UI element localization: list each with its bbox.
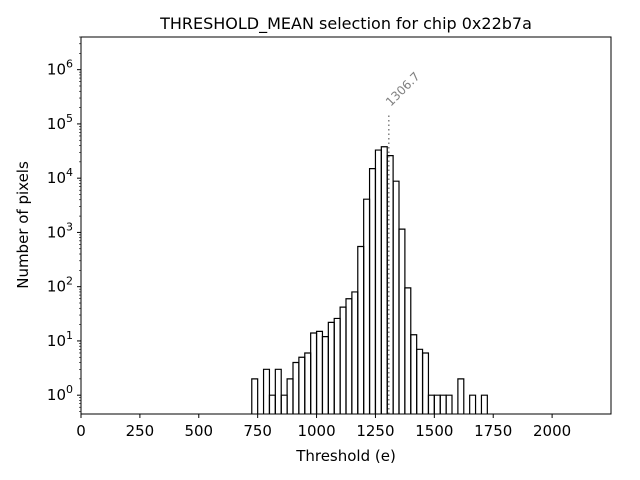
y-tick-label: 101 [47, 329, 73, 350]
histogram-bar [251, 378, 259, 414]
histogram-bar [410, 334, 418, 414]
x-tick-label: 1500 [415, 422, 453, 440]
histogram-bar [268, 394, 276, 414]
histogram-bar [286, 378, 294, 414]
y-axis-label: Number of pixels [14, 161, 32, 289]
histogram-bar [292, 361, 300, 414]
histogram-bar [445, 394, 453, 414]
x-tick-label: 500 [184, 422, 213, 440]
histogram-bar [339, 306, 347, 414]
histogram-bar [363, 198, 371, 414]
histogram-bar [368, 168, 377, 414]
histogram-bar [398, 228, 406, 414]
chart-title: THRESHOLD_MEAN selection for chip 0x22b7… [159, 14, 532, 34]
plot-area: 1306.7 0 250 500 750 1000 1250 1500 1750 2000 100 1… [47, 36, 612, 440]
histogram-bar [321, 336, 329, 414]
histogram-bar [310, 332, 318, 414]
x-tick-label: 250 [126, 422, 155, 440]
histogram-bar [427, 394, 435, 414]
x-axis-label: Threshold (e) [295, 447, 396, 465]
y-tick-label: 102 [47, 275, 73, 296]
histogram-bar [433, 394, 441, 414]
y-tick-label: 103 [47, 220, 73, 241]
histogram-bar [439, 394, 447, 414]
histogram-bar [262, 368, 271, 414]
histogram-bar [357, 245, 365, 414]
histogram-bar [351, 291, 359, 414]
histogram-bar [315, 330, 324, 414]
histogram-bar [457, 378, 465, 414]
histogram-bar [374, 149, 382, 414]
histogram-bar [274, 368, 282, 414]
histogram-bar [480, 394, 488, 414]
histogram-bar [469, 394, 477, 414]
y-tick-label: 106 [47, 58, 73, 79]
x-tick-label: 0 [76, 422, 86, 440]
histogram-bar [298, 356, 306, 414]
histogram-bar [280, 394, 288, 414]
histogram-bar [386, 155, 394, 414]
x-tick-label: 750 [243, 422, 272, 440]
histogram-bar [327, 321, 335, 414]
x-tick-label: 1750 [474, 422, 512, 440]
histogram-bar [421, 352, 430, 414]
x-tick-label: 1250 [356, 422, 394, 440]
histogram-bar [333, 317, 341, 414]
y-tick-label: 100 [47, 383, 73, 404]
histogram-bar [304, 352, 312, 414]
histogram-bar [416, 348, 424, 414]
x-tick-label: 1000 [297, 422, 335, 440]
histogram-bar [404, 287, 412, 414]
histogram-bar [345, 298, 353, 414]
y-tick-label: 105 [47, 112, 73, 133]
x-tick-label: 2000 [533, 422, 571, 440]
histogram-bar [392, 180, 400, 414]
histogram-bar [380, 146, 388, 414]
axes-frame [80, 36, 612, 415]
threshold-label: 1306.7 [383, 69, 423, 109]
y-tick-label: 104 [47, 166, 73, 187]
